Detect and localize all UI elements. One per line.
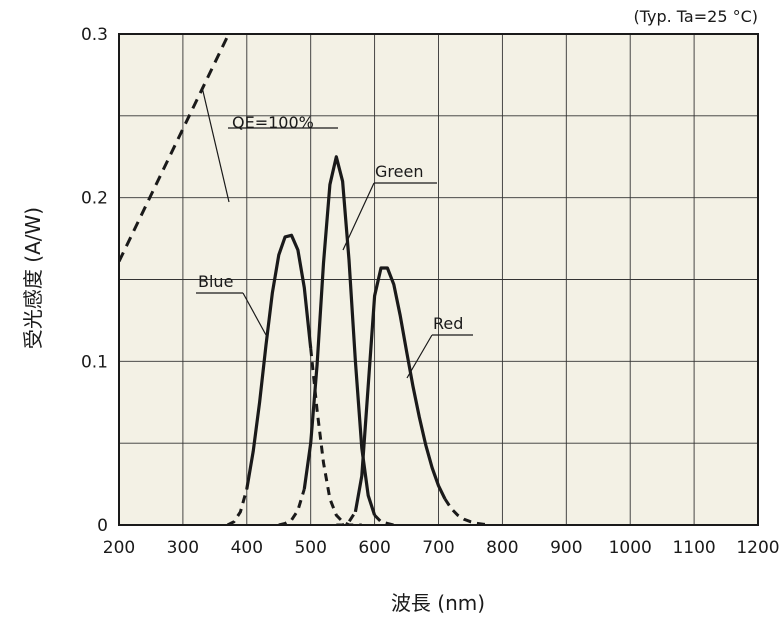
green-line-tail-left xyxy=(278,488,306,526)
blue-line-tail-right xyxy=(309,348,362,526)
green-annotation-leader xyxy=(342,182,437,251)
red-annotation-label: Red xyxy=(433,314,463,333)
x-tick-label: 500 xyxy=(294,538,326,558)
x-tick-label: 400 xyxy=(231,538,263,558)
blue-line xyxy=(245,233,313,490)
blue-annotation-leader xyxy=(196,292,267,336)
y-tick-label: 0.1 xyxy=(81,352,108,372)
red-annotation-leader xyxy=(406,334,473,379)
x-tick-labels: 200 300 400 500 600 700 800 900 1000 1100 1200 xyxy=(103,538,780,558)
y-tick-label: 0 xyxy=(97,516,108,536)
red-line-tail-right xyxy=(443,497,490,526)
series-annotations: QE=100% Green Blue Red xyxy=(196,86,473,379)
x-tick-label: 1000 xyxy=(609,538,652,558)
x-tick-label: 800 xyxy=(486,538,518,558)
y-axis-title: 受光感度 (A/W) xyxy=(21,207,45,349)
grid-lines xyxy=(119,34,758,525)
series-lines xyxy=(119,33,490,526)
x-tick-label: 1100 xyxy=(672,538,715,558)
green-annotation-label: Green xyxy=(375,162,423,181)
y-tick-labels: 0 0.1 0.2 0.3 xyxy=(81,25,108,536)
x-tick-label: 900 xyxy=(550,538,582,558)
x-tick-label: 600 xyxy=(358,538,390,558)
x-tick-label: 300 xyxy=(167,538,199,558)
plot-frame xyxy=(118,33,759,526)
x-tick-label: 200 xyxy=(103,538,135,558)
x-axis-title: 波長 (nm) xyxy=(391,591,485,615)
red-line xyxy=(353,266,447,513)
x-tick-label: 1200 xyxy=(736,538,779,558)
x-tick-label: 700 xyxy=(422,538,454,558)
qe-100-annotation-label: QE=100% xyxy=(232,113,314,132)
blue-line-tail-left xyxy=(226,488,249,526)
measurement-note: (Typ. Ta=25 °C) xyxy=(633,7,758,26)
y-tick-label: 0.3 xyxy=(81,25,108,45)
qe-100-line xyxy=(119,33,231,263)
green-line-tail-right xyxy=(373,514,395,526)
blue-annotation-label: Blue xyxy=(198,272,233,291)
y-tick-label: 0.2 xyxy=(81,189,108,209)
red-line-tail-left xyxy=(336,511,357,526)
qe-100-annotation-leader xyxy=(201,86,338,203)
